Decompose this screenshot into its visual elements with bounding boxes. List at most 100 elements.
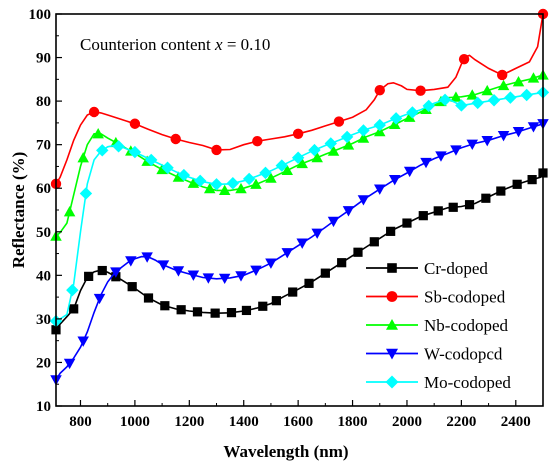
data-point [527, 175, 537, 185]
data-point [288, 287, 298, 297]
data-point [386, 226, 396, 236]
plot-layer [49, 8, 550, 386]
data-point [235, 182, 247, 194]
data-point [512, 127, 525, 138]
data-point [265, 258, 277, 269]
data-point [481, 193, 491, 203]
y-tick-label: 60 [36, 181, 51, 197]
data-point [63, 205, 76, 217]
data-point [353, 247, 363, 257]
data-point [374, 85, 385, 96]
data-point [226, 308, 237, 318]
data-point [327, 145, 340, 156]
data-point [466, 139, 479, 150]
legend-marker [385, 375, 399, 389]
data-point [464, 200, 475, 210]
data-point [192, 307, 203, 317]
data-point [79, 187, 93, 200]
y-tick-label: 80 [36, 94, 51, 110]
data-point [340, 130, 354, 144]
y-tick-label: 50 [36, 225, 51, 241]
data-point [512, 76, 525, 87]
legend-marker [386, 348, 398, 360]
data-point [357, 195, 370, 206]
y-tick-label: 30 [36, 312, 51, 328]
data-point [357, 132, 370, 143]
data-point [292, 128, 304, 139]
data-point [141, 252, 153, 263]
data-point [496, 186, 506, 196]
x-tick-label: 2400 [501, 414, 531, 430]
data-point [520, 88, 533, 102]
data-point [342, 206, 355, 217]
y-axis-title: Reflectance (%) [9, 152, 28, 269]
data-point [373, 118, 386, 132]
legend-item: Cr-doped [366, 259, 488, 278]
data-point [406, 106, 419, 119]
y-tick-label: 40 [36, 268, 51, 284]
series-Mo-codoped [49, 86, 550, 328]
x-tick-label: 800 [69, 414, 92, 430]
data-point [127, 282, 137, 292]
data-point [177, 168, 191, 182]
data-point [497, 131, 510, 142]
data-point [311, 151, 323, 163]
data-point [527, 72, 540, 83]
data-point [92, 128, 104, 139]
data-point [193, 174, 207, 188]
data-point [438, 93, 452, 107]
data-point [170, 133, 181, 145]
data-point [241, 305, 252, 316]
data-point [77, 336, 89, 347]
legend-label: Sb-codoped [424, 288, 506, 307]
data-point [271, 296, 281, 306]
data-point [88, 106, 100, 118]
x-tick-label: 1800 [338, 414, 368, 430]
data-point [422, 99, 435, 113]
data-point [93, 293, 106, 305]
data-point [342, 139, 355, 150]
data-point [143, 293, 154, 303]
data-point [211, 144, 222, 156]
data-point [337, 258, 347, 268]
data-point [388, 175, 401, 186]
series-Sb-codoped [50, 8, 549, 190]
y-tick-label: 100 [29, 7, 52, 23]
legend-label: Mo-codoped [424, 373, 511, 392]
annotation-text: Counterion content x = 0.10 [80, 35, 270, 54]
data-point [466, 89, 479, 100]
data-point [357, 124, 370, 137]
legend-label: Cr-doped [424, 259, 488, 278]
x-tick-label: 1000 [120, 414, 150, 430]
data-point [129, 118, 141, 129]
data-point [450, 91, 462, 102]
data-point [497, 79, 510, 91]
legend-item: Nb-codoped [366, 316, 509, 335]
data-point [481, 136, 493, 147]
data-point [258, 301, 268, 311]
data-point [304, 278, 314, 288]
data-point [388, 118, 401, 130]
data-point [296, 157, 308, 169]
data-point [403, 166, 416, 178]
x-tick-label: 1200 [174, 414, 204, 430]
data-point [281, 164, 294, 175]
data-point [308, 143, 321, 157]
data-point [252, 135, 263, 147]
data-point [161, 161, 174, 174]
data-point [172, 266, 185, 277]
data-point [97, 265, 107, 276]
data-point [210, 178, 223, 191]
data-point [218, 184, 231, 195]
data-point [433, 206, 443, 216]
data-point [450, 145, 462, 156]
data-point [187, 270, 200, 281]
x-tick-label: 1400 [229, 414, 259, 430]
data-point [435, 151, 447, 162]
x-tick-label: 1600 [283, 414, 313, 430]
y-tick-label: 10 [36, 399, 51, 415]
data-point [250, 178, 262, 189]
data-point [112, 140, 125, 153]
data-point [259, 166, 272, 180]
